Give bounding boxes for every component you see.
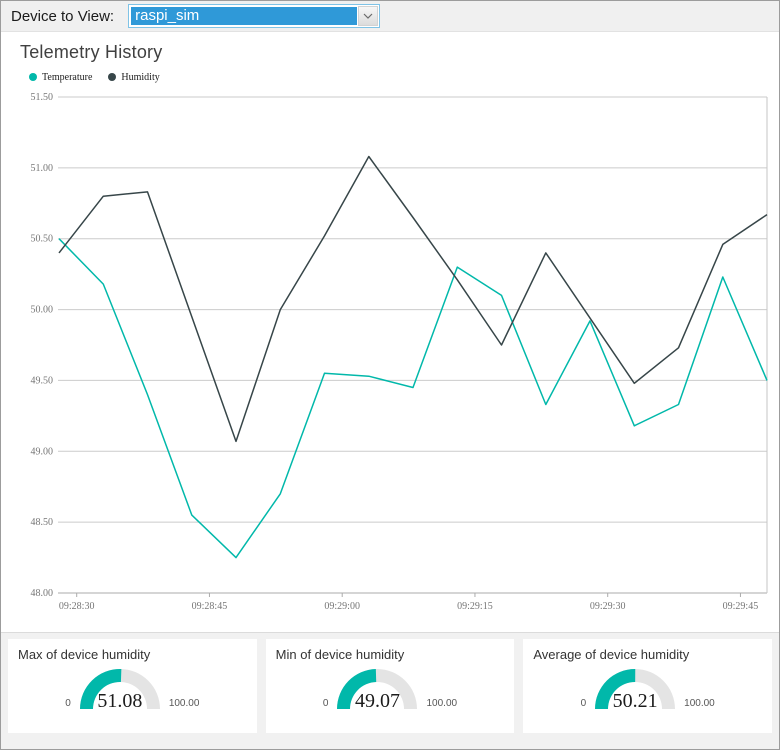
x-axis-label: 09:29:45 <box>723 601 759 612</box>
chevron-down-icon[interactable] <box>358 6 379 26</box>
y-axis-label: 48.00 <box>31 588 54 599</box>
gauge-max-label: 100.00 <box>168 698 200 709</box>
gauge-min-label: 0 <box>322 698 329 709</box>
x-axis-label: 09:29:30 <box>590 601 626 612</box>
legend-item-temperature[interactable]: Temperature <box>29 72 92 83</box>
humidity-dot-icon <box>108 73 117 81</box>
gauge-max-label: 100.00 <box>684 698 715 709</box>
gauge-value: 50.21 <box>612 690 658 712</box>
gauge-arc <box>595 668 676 709</box>
gauge-fill <box>79 668 122 709</box>
legend-label-temperature: Temperature <box>42 71 93 83</box>
x-axis-label: 09:29:00 <box>324 601 360 612</box>
y-axis-label: 50.00 <box>31 305 54 316</box>
y-axis-label: 49.00 <box>31 446 54 457</box>
gauge-fill <box>595 668 636 709</box>
gauge: 0 50.21 100.00 <box>533 666 762 712</box>
y-axis-label: 51.50 <box>31 92 54 103</box>
card-title: Min of device humidity <box>275 647 405 662</box>
gauge-card-min-humidity[interactable]: Min of device humidity 0 49.07 100.00 <box>265 639 515 733</box>
gauge-arc <box>79 668 160 709</box>
y-axis-label: 49.50 <box>31 375 54 386</box>
legend-item-humidity[interactable]: Humidity <box>108 71 160 83</box>
temperature-line[interactable] <box>58 238 768 559</box>
telemetry-chart[interactable]: 51.50 51.00 50.50 50.00 49.50 49.00 48.50 48.00… <box>1 84 779 614</box>
gauge-card-max-humidity[interactable]: Max of device humidity 0 51.08 100.00 <box>8 639 257 733</box>
device-selector-bar: Device to View: raspi_sim <box>1 1 779 32</box>
x-axis-label: 09:28:30 <box>59 601 95 612</box>
gauge-min-label: 0 <box>580 698 587 709</box>
page-title: Telemetry History <box>20 42 163 62</box>
gauge: 0 49.07 100.00 <box>276 666 505 712</box>
x-axis-label: 09:28:45 <box>192 601 228 612</box>
gauge-card-average-humidity[interactable]: Average of device humidity 0 50.21 100.0… <box>523 639 773 733</box>
card-title: Average of device humidity <box>533 647 690 662</box>
x-axis-label: 09:29:15 <box>457 601 493 612</box>
y-axis-label: 48.50 <box>31 517 54 528</box>
gauge-value: 49.07 <box>354 690 400 712</box>
gauge-cards-strip: Max of device humidity 0 51.08 100.00 Mi… <box>1 632 779 749</box>
device-to-view-label: Device to View: <box>11 7 115 25</box>
humidity-line[interactable] <box>58 155 768 443</box>
report-area: Telemetry History Temperature Humidity 5… <box>1 41 779 614</box>
card-title: Max of device humidity <box>18 647 151 662</box>
device-select-value: raspi_sim <box>131 7 358 25</box>
gauge-value: 51.08 <box>97 690 143 712</box>
gauge: 0 51.08 100.00 <box>18 666 247 712</box>
y-axis-label: 50.50 <box>31 234 54 245</box>
gauge-fill <box>337 669 377 709</box>
gauge-min-label: 0 <box>65 698 71 709</box>
gauge-arc <box>337 669 418 709</box>
legend-label-humidity: Humidity <box>121 71 160 83</box>
chart-legend: Temperature Humidity <box>29 71 779 83</box>
y-axis-label: 51.00 <box>31 163 54 174</box>
device-select[interactable]: raspi_sim <box>128 4 381 28</box>
temperature-dot-icon <box>29 73 37 81</box>
gauge-max-label: 100.00 <box>426 698 458 709</box>
